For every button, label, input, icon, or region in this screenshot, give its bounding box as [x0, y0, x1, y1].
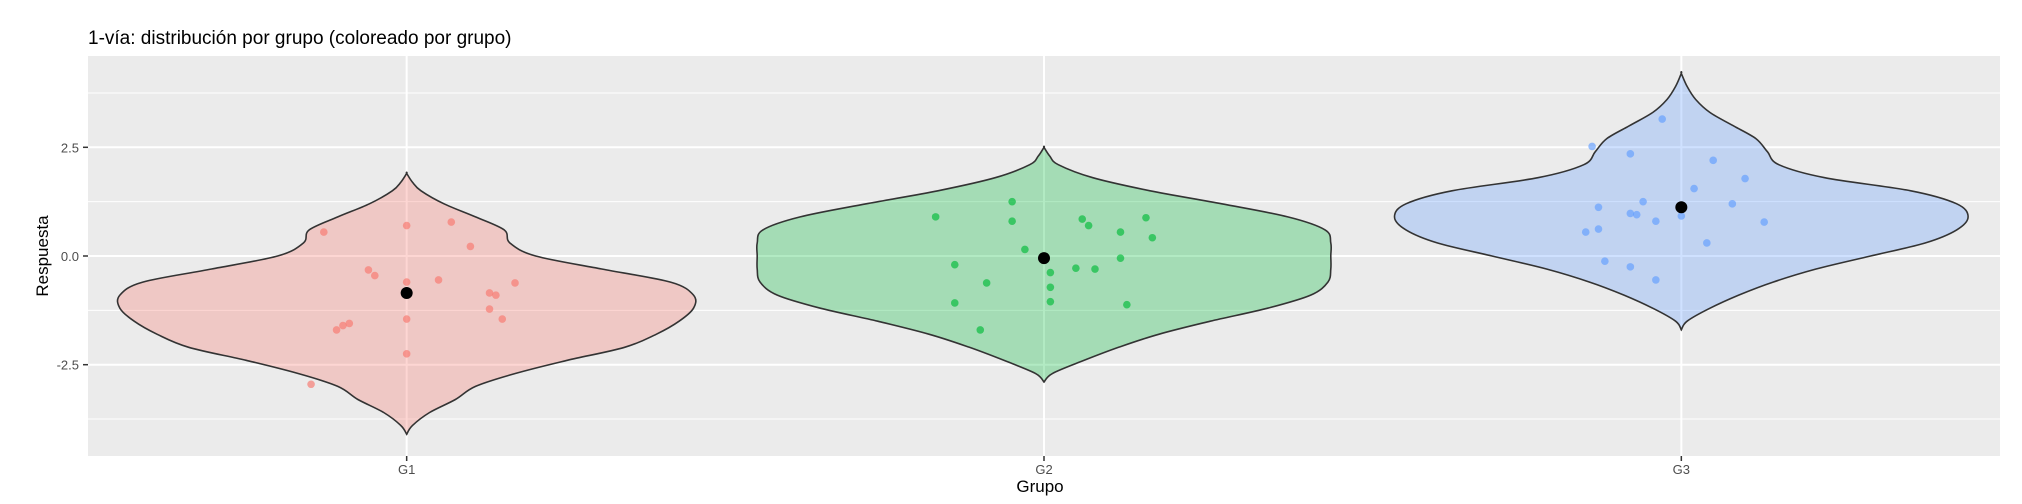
violins	[116, 70, 1969, 436]
data-point-g3	[1588, 142, 1596, 151]
data-point-g3	[1601, 257, 1609, 266]
data-point-g1	[485, 305, 494, 313]
data-point-g3	[1658, 115, 1667, 123]
mean-point-g3	[1675, 201, 1688, 214]
data-point-g3	[1626, 263, 1635, 271]
data-point-g1	[371, 271, 379, 280]
data-point-g1	[402, 221, 411, 230]
data-point-g2	[950, 260, 959, 269]
data-point-g3	[1594, 225, 1603, 233]
mean-point-g1	[400, 286, 413, 299]
data-point-g2	[1008, 197, 1016, 206]
violin-g1	[116, 171, 697, 436]
data-point-g1	[320, 228, 328, 236]
data-point-g3	[1639, 197, 1647, 206]
data-point-g1	[364, 266, 373, 274]
data-point-g2	[931, 213, 940, 221]
data-point-g2	[1091, 265, 1099, 273]
data-point-g1	[307, 380, 315, 389]
y-axis: -2.5 0.0 2.5	[57, 140, 88, 373]
data-point-g2	[976, 326, 985, 334]
data-point-g3	[1709, 156, 1717, 165]
data-point-g1	[402, 350, 411, 358]
mean-point-g2	[1038, 252, 1050, 265]
violin-g3	[1393, 70, 1969, 332]
data-point-g2	[1046, 283, 1055, 292]
data-point-g1	[492, 291, 500, 299]
mean-markers	[400, 201, 1688, 299]
data-point-g3	[1581, 228, 1590, 236]
y-tick-label: 0.0	[61, 249, 79, 264]
data-point-g3	[1677, 212, 1686, 220]
x-axis-title: Grupo	[1016, 477, 1063, 496]
data-point-g1	[498, 315, 507, 323]
data-point-g1	[402, 315, 411, 323]
data-point-g2	[982, 279, 991, 287]
data-point-g3	[1703, 239, 1711, 247]
data-point-g3	[1728, 200, 1737, 208]
x-tick-label: G3	[1673, 462, 1690, 477]
data-point-g3	[1626, 209, 1635, 218]
chart-title: 1-vía: distribución por grupo (coloreado…	[88, 28, 512, 49]
jitter-points	[307, 115, 1768, 389]
data-point-g2	[1021, 245, 1029, 254]
data-point-g2	[1123, 300, 1131, 309]
data-point-g2	[1072, 264, 1080, 272]
data-point-g3	[1760, 218, 1768, 226]
data-point-g3	[1594, 203, 1603, 212]
data-point-g2	[1046, 297, 1055, 306]
x-axis: G1 G2 G3	[398, 456, 1690, 477]
data-point-g2	[950, 299, 959, 307]
data-point-g2	[1142, 213, 1150, 222]
data-point-g3	[1632, 210, 1641, 219]
data-point-g2	[1046, 268, 1055, 277]
data-point-g3	[1652, 276, 1660, 284]
data-point-g1	[511, 279, 519, 287]
data-point-g3	[1690, 184, 1698, 193]
data-point-g3	[1626, 150, 1635, 158]
x-tick-label: G2	[1035, 462, 1052, 477]
x-tick-label: G1	[398, 462, 415, 477]
data-point-g1	[332, 326, 341, 334]
data-point-g2	[1116, 254, 1125, 262]
violin-g2	[755, 145, 1333, 384]
data-point-g2	[1148, 233, 1157, 242]
data-point-g1	[485, 289, 494, 297]
y-tick-label: 2.5	[61, 140, 79, 155]
data-point-g2	[1084, 221, 1093, 230]
data-point-g2	[1008, 217, 1016, 226]
y-tick-label: -2.5	[57, 358, 79, 373]
data-point-g1	[466, 242, 475, 251]
data-point-g3	[1741, 174, 1749, 183]
data-point-g2	[1116, 228, 1125, 236]
data-point-g1	[434, 276, 443, 284]
data-point-g1	[345, 319, 354, 328]
data-point-g1	[402, 278, 411, 286]
y-axis-title: Respuesta	[33, 215, 52, 297]
data-point-g1	[339, 321, 347, 330]
data-point-g3	[1652, 217, 1660, 226]
data-point-g2	[1078, 215, 1087, 223]
data-point-g1	[447, 218, 456, 226]
